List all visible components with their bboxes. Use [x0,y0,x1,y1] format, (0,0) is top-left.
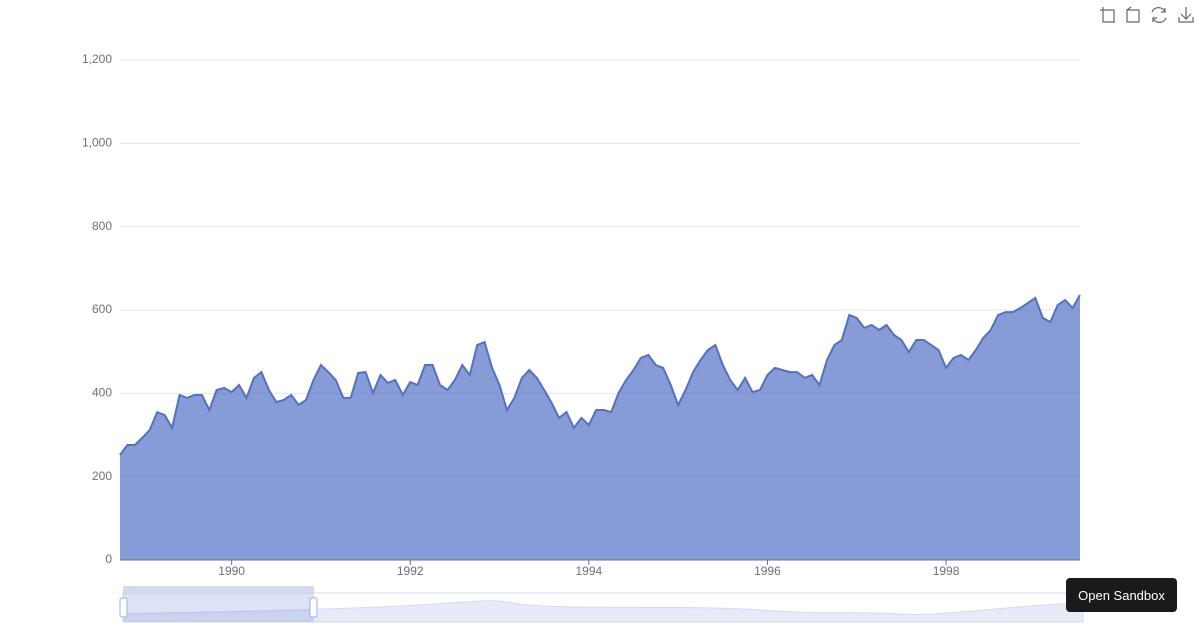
zoom-icon[interactable] [1100,7,1115,23]
x-tick-label: 1998 [933,564,960,578]
y-tick-label: 800 [92,219,112,233]
data-zoom [119,586,1084,623]
x-tick-label: 1990 [218,564,245,578]
x-tick-label: 1996 [754,564,781,578]
zoom-reset-icon[interactable] [1126,6,1140,23]
toolbox [1100,6,1194,23]
zoom-window[interactable] [123,593,314,622]
y-tick-label: 400 [92,386,112,400]
x-tick-label: 1992 [397,564,424,578]
restore-icon[interactable] [1151,7,1167,23]
y-tick-label: 0 [105,552,112,566]
area [120,295,1080,560]
y-tick-label: 1,000 [82,136,112,150]
y-tick-label: 1,200 [82,52,112,66]
zoom-preview [122,600,1084,623]
y-tick-label: 200 [92,469,112,483]
save-icon[interactable] [1178,7,1194,23]
open-sandbox-button[interactable]: Open Sandbox [1066,578,1177,612]
zoom-handle-top[interactable] [123,586,314,593]
line [119,294,1081,456]
zoom-handle-left[interactable] [119,597,128,618]
y-tick-label: 600 [92,302,112,316]
zoom-handle-right[interactable] [309,597,318,618]
x-tick-label: 1994 [575,564,602,578]
